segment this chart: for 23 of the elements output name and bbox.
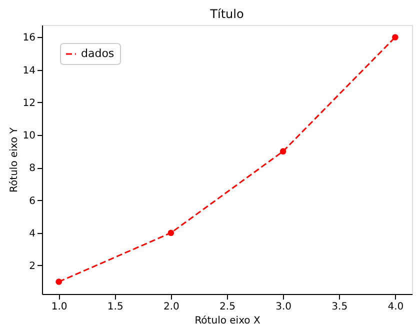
x-tick-label: 3.0 bbox=[276, 302, 292, 312]
legend-label: dados bbox=[81, 47, 114, 60]
y-tick-label: 2 bbox=[29, 260, 36, 272]
x-tick-label: 1.5 bbox=[107, 302, 124, 312]
point bbox=[280, 148, 286, 155]
x-axis-title: Rótulo eixo X bbox=[194, 316, 260, 326]
y-tick-label: 14 bbox=[22, 65, 36, 76]
x-tick-label: 2.0 bbox=[163, 302, 180, 312]
y-tick-label: 4 bbox=[29, 228, 36, 240]
chart-title: Título bbox=[209, 7, 244, 21]
y-tick-label: 8 bbox=[29, 163, 36, 174]
y-tick-label: 12 bbox=[22, 98, 36, 109]
y-tick-label: 10 bbox=[22, 130, 36, 142]
point bbox=[392, 34, 398, 40]
x-tick-label: 4.0 bbox=[388, 302, 404, 312]
y-axis-title: Rótulo eixo Y bbox=[8, 126, 20, 192]
point bbox=[168, 230, 174, 236]
x-tick-label: 2.5 bbox=[220, 302, 236, 312]
x-tick-label: 1.0 bbox=[51, 302, 68, 312]
point bbox=[56, 278, 62, 285]
x-tick-label: 3.5 bbox=[332, 302, 348, 312]
y-tick-label: 16 bbox=[22, 32, 36, 44]
y-tick-label: 6 bbox=[29, 196, 36, 207]
